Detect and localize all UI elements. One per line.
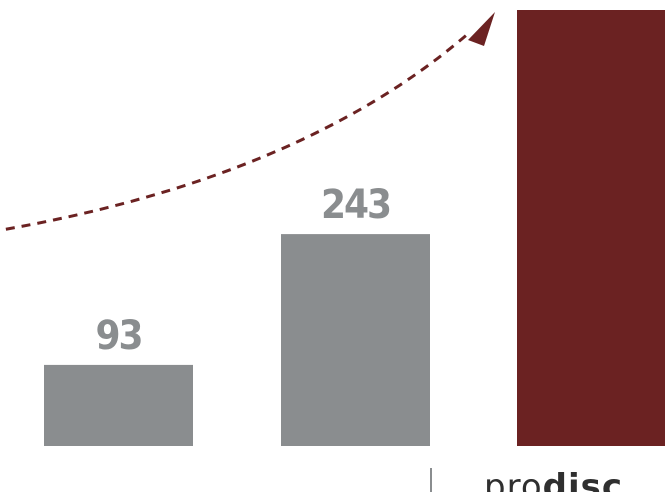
- trend-arrow-head: [468, 12, 495, 46]
- data-labels-group: 93 243: [95, 182, 392, 359]
- data-label-2: 243: [321, 182, 390, 228]
- bars-group: [44, 10, 665, 446]
- logo-text-bold: disc: [543, 467, 623, 492]
- logo-text-light: pro: [484, 467, 543, 492]
- bar-1: [44, 364, 193, 446]
- prodisc-logo: prodisc: [484, 467, 623, 492]
- bar-3: [517, 10, 665, 446]
- data-label-1: 93: [95, 313, 141, 359]
- trend-arrow-line: [0, 30, 471, 232]
- bar-2: [281, 234, 430, 446]
